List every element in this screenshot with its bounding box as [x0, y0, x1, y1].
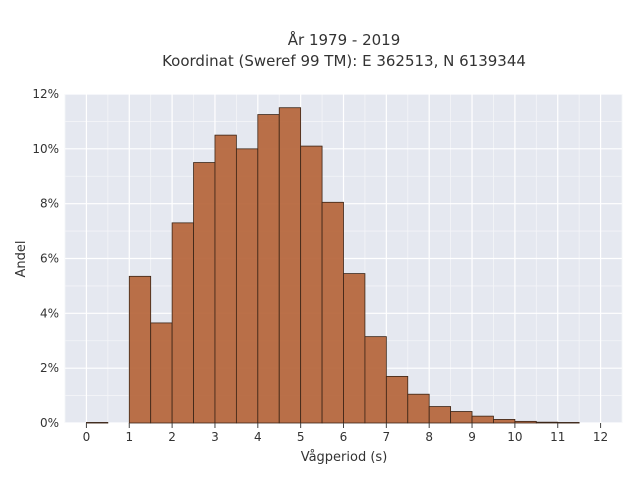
histogram-bar — [128, 275, 152, 424]
x-tick-label: 3 — [211, 430, 219, 444]
bars — [86, 107, 580, 424]
histogram-bar — [407, 393, 430, 424]
histogram-bar — [364, 336, 387, 424]
x-tick-label: 0 — [83, 430, 91, 444]
chart-title: År 1979 - 2019 — [288, 30, 401, 49]
grid-lines — [64, 93, 623, 424]
y-axis-title: Andel — [14, 241, 29, 278]
x-tick-label: 8 — [425, 430, 433, 444]
x-tick-label: 7 — [383, 430, 391, 444]
y-tick-label: 0% — [40, 416, 59, 430]
histogram-bar — [300, 145, 323, 424]
y-axis-ticks: 0% 2% 4% 6% 8% 10% 12% — [32, 87, 59, 430]
histogram-bar — [171, 222, 194, 424]
histogram-bar — [343, 273, 366, 424]
histogram-bar — [86, 422, 109, 424]
x-tick-label: 9 — [468, 430, 476, 444]
histogram-bar — [471, 415, 494, 424]
histogram-bar — [428, 406, 452, 424]
x-tick-label: 12 — [593, 430, 608, 444]
histogram-bar — [535, 421, 559, 424]
histogram-bar — [450, 411, 473, 424]
x-tick-label: 1 — [125, 430, 133, 444]
histogram-bar — [278, 107, 302, 424]
y-tick-label: 10% — [32, 142, 59, 156]
y-tick-label: 6% — [40, 252, 59, 266]
histogram-bar — [385, 375, 409, 424]
x-tick-label: 5 — [297, 430, 305, 444]
y-tick-label: 8% — [40, 197, 59, 211]
x-tick-label: 4 — [254, 430, 262, 444]
y-tick-label: 2% — [40, 361, 59, 375]
x-axis-title: Vågperiod (s) — [301, 450, 388, 465]
x-axis-ticks: 0 1 2 3 4 5 6 7 8 9 10 11 12 — [83, 423, 608, 444]
histogram-bar — [257, 114, 280, 424]
histogram-bar — [557, 422, 580, 424]
histogram-bar — [235, 148, 259, 424]
histogram-bar — [193, 162, 216, 424]
x-tick-label: 11 — [550, 430, 565, 444]
histogram-bar — [150, 322, 173, 424]
histogram-bar — [321, 201, 344, 424]
x-tick-label: 2 — [168, 430, 176, 444]
y-tick-label: 4% — [40, 306, 59, 320]
x-tick-label: 10 — [507, 430, 522, 444]
histogram-bar — [493, 419, 516, 424]
histogram-bar — [214, 134, 237, 424]
chart-subtitle: Koordinat (Sweref 99 TM): E 362513, N 61… — [162, 52, 526, 70]
histogram-bar — [514, 420, 537, 424]
y-tick-label: 12% — [32, 87, 59, 101]
x-tick-label: 6 — [340, 430, 348, 444]
